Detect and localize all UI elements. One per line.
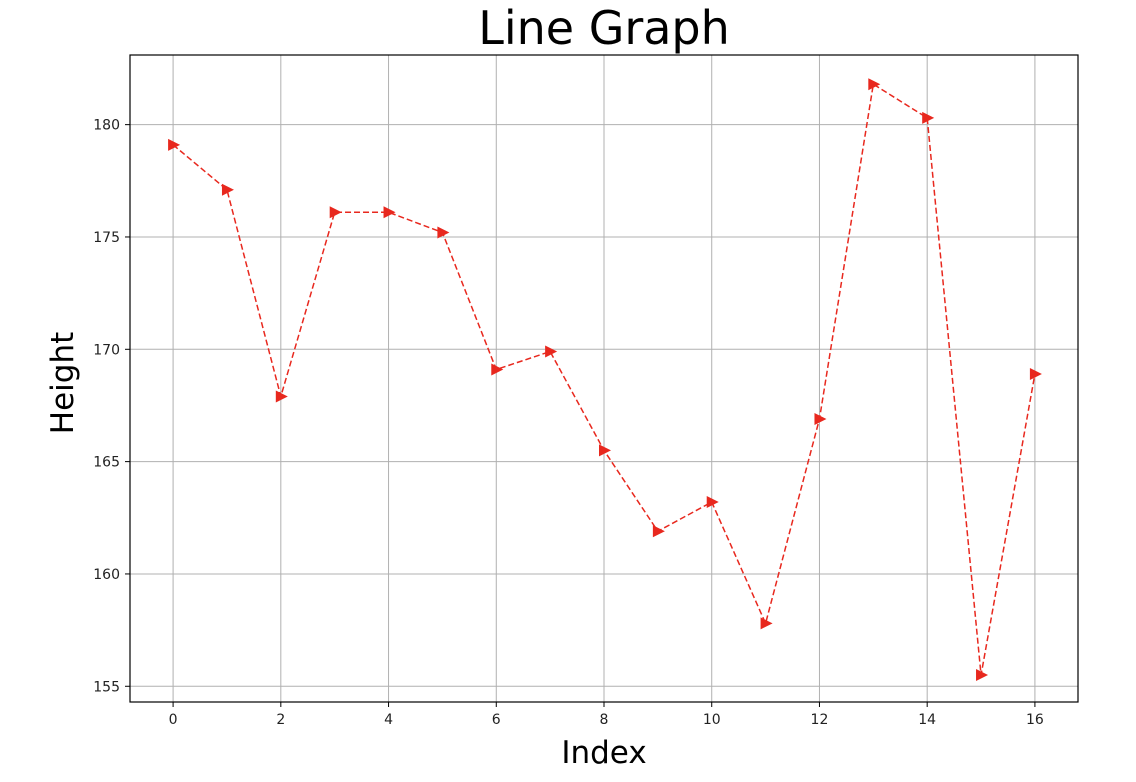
x-tick-label: 0 [169,712,178,728]
data-point [652,525,665,538]
data-point [760,617,773,630]
data-point [599,444,611,457]
y-axis-label: Height [45,332,81,434]
data-point [383,206,396,219]
data-point [976,669,989,682]
grid-lines [130,55,1078,702]
x-tick-label: 6 [492,712,501,728]
data-point [706,496,719,509]
data-point [221,183,234,196]
data-point [168,138,181,151]
data-point [329,206,342,219]
y-tick-label: 175 [93,230,120,246]
x-tick-label: 4 [384,712,393,728]
data-point [814,412,827,425]
data-point [437,226,450,239]
plot-series [168,78,1042,682]
x-axis-label: Index [561,735,646,771]
x-tick-label: 12 [811,712,829,728]
data-point [545,345,558,358]
y-tick-label: 155 [93,679,120,695]
y-tick-label: 170 [93,342,120,358]
data-point [1029,368,1042,381]
y-tick-label: 160 [93,567,120,583]
data-point [922,111,935,124]
x-tick-label: 8 [600,712,609,728]
data-point [491,363,504,376]
x-tick-label: 16 [1026,712,1044,728]
y-tick-label: 180 [93,118,120,134]
x-tick-label: 10 [703,712,721,728]
axis-ticks: 0 2 4 6 8 10 12 14 16 155 160 165 170 175 180 [93,118,1044,728]
chart-title: Line Graph [478,1,730,55]
x-tick-label: 2 [276,712,285,728]
y-tick-label: 165 [93,455,120,471]
data-point [275,390,288,403]
x-tick-label: 14 [918,712,936,728]
data-point [868,78,881,91]
